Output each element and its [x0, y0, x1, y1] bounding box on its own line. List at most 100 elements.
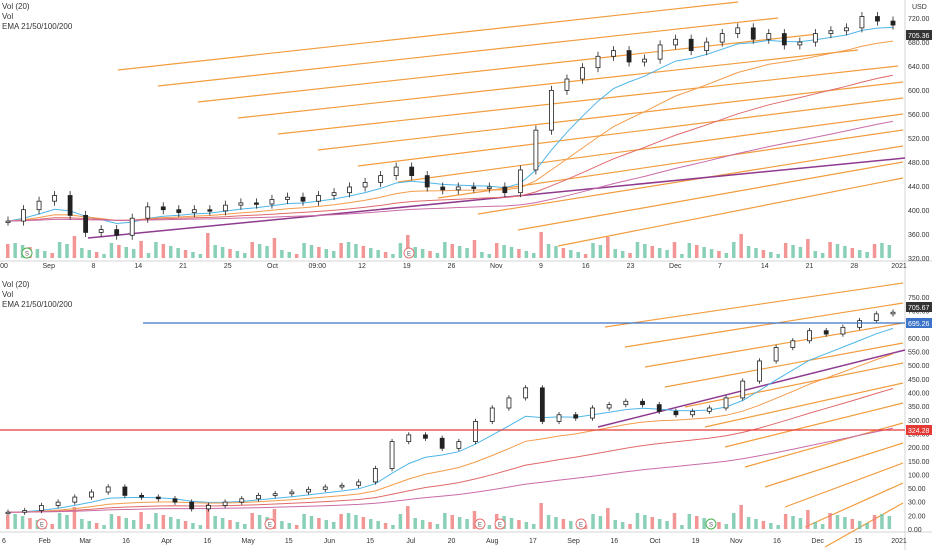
volume-bar [672, 513, 677, 529]
volume-bar [331, 251, 336, 258]
volume-bar [769, 252, 773, 258]
volume-bar [176, 248, 180, 258]
volume-bar [220, 247, 225, 258]
volume-bar [783, 514, 788, 529]
volume-bar [798, 247, 803, 258]
volume-bar [694, 516, 699, 529]
candle-body [471, 186, 477, 189]
volume-bar [324, 249, 329, 258]
channel-line [804, 482, 904, 528]
channel-line [157, 17, 779, 87]
volume-bar [228, 520, 232, 529]
ema-line [7, 353, 894, 513]
candle-body [122, 486, 128, 496]
volume-bar [287, 523, 292, 529]
volume-bar [391, 525, 395, 529]
volume-bar [139, 241, 143, 258]
volume-bar [657, 519, 662, 529]
x-tick-label: 14 [761, 263, 769, 270]
y-tick-label: 50.00 [908, 486, 926, 493]
candle-body [5, 220, 11, 223]
event-marker [575, 518, 587, 530]
event-marker-label: S [709, 523, 713, 529]
top-price-chart: 720.00 680.00 640.00 600.00 560.00 520.00 480.… [0, 0, 932, 275]
volume-bar [806, 239, 810, 258]
volume-bar [376, 250, 380, 258]
volume-bar [57, 513, 62, 529]
volume-bar [635, 242, 640, 258]
volume-bar [183, 250, 188, 258]
volume-bar [28, 518, 32, 529]
volume-bar [613, 520, 617, 529]
volume-bar [494, 243, 499, 258]
volume-bar [591, 514, 595, 529]
x-tick-label: 26 [448, 263, 456, 270]
volume-bar [517, 249, 521, 258]
volume-bar [280, 521, 284, 529]
volume-bar [872, 515, 877, 529]
volume-bar [250, 513, 254, 529]
volume-bar [561, 248, 566, 258]
x-tick-label: 7 [718, 263, 722, 270]
volume-bar [435, 524, 440, 529]
bottom-legend: Vol (20) Vol EMA 21/50/100/200 [2, 280, 72, 310]
volume-bar [813, 251, 818, 258]
candle-body [55, 501, 61, 506]
y-tick-label: 680.00 [908, 40, 930, 47]
volume-bar [465, 519, 469, 529]
channel-line [604, 282, 904, 328]
currency-label: USD [912, 4, 927, 11]
candle-body [191, 209, 197, 213]
volume-bar [420, 249, 425, 258]
candle-body [256, 494, 261, 500]
volume-bar [383, 523, 388, 529]
volume-bar [791, 245, 795, 258]
candle-body [873, 313, 879, 322]
volume-bar [561, 519, 566, 529]
candle-body [549, 89, 554, 131]
x-tick-label: 00 [0, 263, 8, 270]
candle-body [22, 510, 28, 513]
volume-bar [198, 254, 203, 258]
volume-bar [598, 516, 603, 529]
volume-bar [50, 524, 54, 529]
candle-body [347, 186, 352, 194]
volume-bar [524, 251, 529, 258]
volume-bar [531, 253, 536, 258]
volume-bar [857, 250, 862, 258]
volume-bar [783, 243, 788, 258]
candle-body [316, 195, 321, 202]
x-tick-label: 25 [224, 263, 232, 270]
candle-body [642, 58, 647, 63]
x-tick-label: 12 [358, 263, 366, 270]
y-tick-label: 480.00 [908, 160, 930, 167]
x-tick-label: Jul [406, 538, 415, 545]
candle-body [623, 400, 629, 406]
candle-body [807, 330, 812, 342]
channel-line [237, 49, 859, 119]
x-tick-label: 9 [539, 263, 543, 270]
x-tick-label: 19 [403, 263, 411, 270]
volume-bar [835, 244, 840, 258]
volume-bar [843, 517, 847, 529]
volume-bar [650, 246, 655, 258]
y-tick-label: 150.00 [908, 459, 930, 466]
support-price-label: 324.28 [908, 428, 930, 435]
channel-line [277, 65, 899, 135]
ema-line [7, 427, 894, 513]
candle-body [859, 16, 865, 29]
volume-bar [724, 253, 729, 258]
candle-body [611, 50, 616, 57]
volume-bar [398, 243, 403, 258]
volume-bar [206, 504, 210, 529]
candle-body [222, 501, 228, 506]
volume-bar [369, 519, 373, 529]
volume-bar [798, 518, 803, 529]
volume-bar [754, 248, 758, 258]
legend-vol20: Vol (20) [2, 2, 30, 11]
volume-bar [635, 513, 640, 529]
x-tick-label: 20 [448, 538, 456, 545]
volume-bar [887, 516, 892, 529]
volume-bar [146, 524, 151, 529]
x-tick-label: 09:00 [308, 263, 326, 270]
